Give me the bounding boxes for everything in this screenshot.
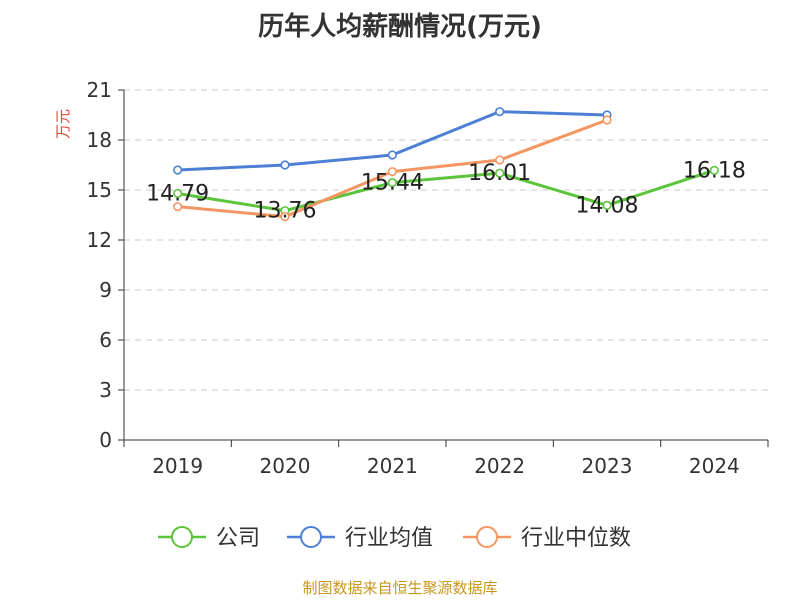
data-label: 16.18	[683, 158, 746, 183]
data-label: 13.76	[254, 199, 317, 224]
x-tick-label: 2023	[582, 454, 633, 478]
legend-marker	[171, 526, 193, 548]
legend: 公司 行业均值 行业中位数	[158, 526, 631, 551]
y-tick-label: 15	[87, 178, 112, 202]
y-tick-label: 0	[99, 428, 112, 452]
data-point	[387, 150, 397, 160]
x-tick-label: 2021	[367, 454, 418, 478]
y-tick-label: 9	[99, 278, 112, 302]
data-source-note: 制图数据来自恒生聚源数据库	[302, 579, 498, 597]
y-tick-label: 3	[99, 378, 112, 402]
legend-marker	[476, 526, 498, 548]
data-point	[173, 188, 183, 199]
data-point	[173, 202, 183, 212]
data-point	[495, 107, 505, 117]
x-tick-label: 2022	[474, 454, 525, 478]
legend-marker	[300, 526, 322, 548]
series-lines	[173, 107, 719, 222]
legend-entry: 行业均值	[345, 526, 433, 551]
legend-entry: 公司	[216, 526, 260, 551]
series-line	[177, 168, 715, 213]
data-point	[387, 167, 397, 177]
data-point	[602, 200, 612, 210]
x-tick-label: 2020	[260, 454, 311, 478]
data-labels: 14.79 13.76 15.44 16.01 14.08 16.18	[146, 158, 746, 223]
y-tick-label: 12	[87, 228, 112, 252]
data-point	[173, 165, 183, 175]
data-point	[495, 168, 505, 178]
data-label: 16.01	[468, 161, 531, 186]
chart-title: 历年人均薪酬情况(万元)	[258, 12, 542, 42]
axes: 0 3 6 9 12 15 18 21 2019 2020 2021 2022 2023 2024 万元	[54, 78, 769, 478]
data-point	[602, 115, 612, 125]
y-tick-label: 21	[87, 78, 112, 102]
data-label: 15.44	[361, 171, 424, 196]
x-tick-label: 2019	[152, 454, 203, 478]
data-label: 14.08	[576, 193, 639, 218]
grid-lines	[124, 89, 768, 391]
y-tick-label: 6	[99, 328, 112, 352]
data-label: 14.79	[146, 182, 209, 207]
data-point	[709, 165, 719, 175]
y-axis-label: 万元	[54, 109, 72, 139]
y-tick-label: 18	[87, 128, 112, 152]
series-line	[177, 110, 608, 172]
data-point	[387, 178, 397, 188]
data-point	[495, 155, 505, 165]
legend-entry: 行业中位数	[521, 526, 631, 551]
x-tick-label: 2024	[689, 454, 740, 478]
data-point	[280, 160, 290, 170]
data-point	[280, 212, 290, 222]
